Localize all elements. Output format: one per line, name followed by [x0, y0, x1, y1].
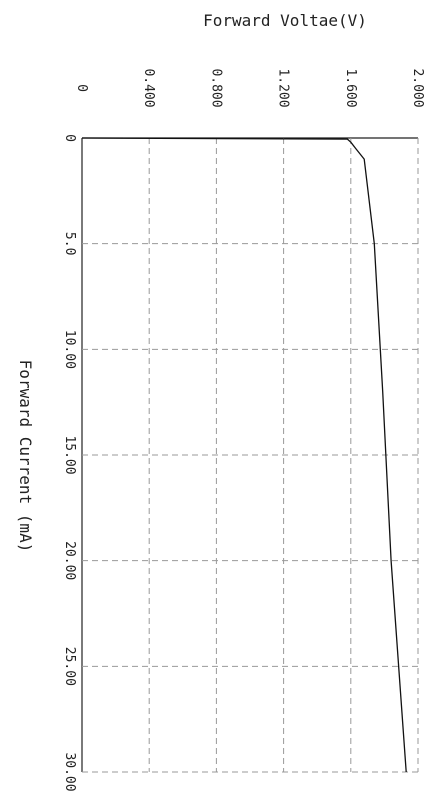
- x-tick-label: 25.00: [62, 647, 77, 686]
- x-axis-title: Forward Current (mA): [16, 360, 35, 553]
- y-tick-label: 0.400: [141, 68, 156, 107]
- x-tick-label: 10.00: [62, 330, 77, 369]
- y-tick-label: 1.600: [343, 68, 358, 107]
- series-layer: [81, 137, 407, 773]
- x-tick-label: 5.0: [62, 232, 77, 255]
- y-tick-label: 1.200: [276, 68, 291, 107]
- x-tick-label: 0: [62, 134, 77, 142]
- y-tick-label: 0: [74, 84, 89, 92]
- x-tick-labels: 0 5.0 10.00 15.00 20.00 25.00 30.00: [62, 134, 77, 791]
- grid-lines: [82, 138, 419, 773]
- x-tick-label: 30.00: [62, 752, 77, 791]
- y-tick-label: 0.800: [208, 68, 223, 107]
- series-line: [81, 137, 407, 773]
- y-axis-title: Forward Voltae(V): [203, 11, 367, 30]
- y-tick-label: 2.000: [410, 68, 425, 107]
- y-tick-labels: 0 0.400 0.800 1.200 1.600 2.000: [74, 68, 425, 107]
- x-tick-label: 20.00: [62, 541, 77, 580]
- x-tick-label: 15.00: [62, 435, 77, 474]
